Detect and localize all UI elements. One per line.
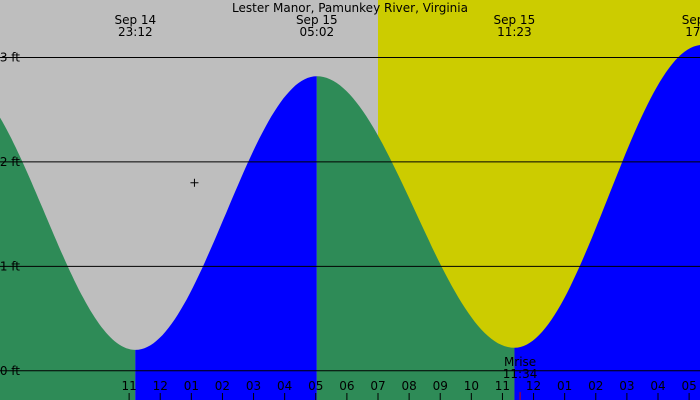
- extreme-date-label: Sep 14: [114, 13, 156, 27]
- x-tick-label: 05: [308, 379, 323, 393]
- extreme-date-label: Sep 15: [296, 13, 338, 27]
- extreme-date-label: Sep 15: [682, 13, 700, 27]
- y-tick-label: 3 ft: [0, 50, 20, 64]
- extreme-date-label: Sep 15: [494, 13, 536, 27]
- x-tick-label: 08: [401, 379, 416, 393]
- x-tick-label: 04: [650, 379, 665, 393]
- extreme-time-label: 17:26: [685, 25, 700, 39]
- rising-tide-area: [135, 76, 317, 400]
- x-tick-label: 11: [121, 379, 136, 393]
- x-tick-label: 01: [184, 379, 199, 393]
- x-tick-label: 12: [526, 379, 541, 393]
- x-tick-label: 09: [433, 379, 448, 393]
- rising-tide-area: [514, 45, 700, 400]
- y-tick-labels: 0 ft 1 ft 2 ft 3 ft: [0, 50, 20, 377]
- falling-tide-area: [316, 76, 515, 400]
- x-tick-label: 06: [339, 379, 354, 393]
- x-tick-label: 02: [215, 379, 230, 393]
- tide-areas: [0, 45, 700, 400]
- chart-title: Lester Manor, Pamunkey River, Virginia: [232, 1, 468, 15]
- x-tick-label: 07: [370, 379, 385, 393]
- y-tick-label: 1 ft: [0, 259, 20, 273]
- current-time-marker: [190, 178, 199, 187]
- falling-tide-area: [0, 117, 136, 400]
- x-tick-label: 05: [681, 379, 696, 393]
- x-tick-label: 02: [588, 379, 603, 393]
- x-tick-label: 10: [464, 379, 479, 393]
- x-tick-label: 12: [153, 379, 168, 393]
- extreme-time-label: 11:23: [497, 25, 532, 39]
- moon-event-time: 11:34: [503, 367, 538, 381]
- extreme-time-label: 23:12: [118, 25, 153, 39]
- gridlines: [0, 56, 700, 372]
- x-ticks: 11 12 01 02 03 04 05 06 07 08 09 10 11 12 01 02 03 04 05: [121, 379, 697, 400]
- x-tick-label: 03: [619, 379, 634, 393]
- x-tick-label: 04: [277, 379, 292, 393]
- y-tick-label: 2 ft: [0, 155, 20, 169]
- moon-event-label: Mrise: [504, 355, 536, 369]
- x-tick-label: 11: [495, 379, 510, 393]
- y-tick-label: 0 ft: [0, 364, 20, 378]
- x-tick-label: 01: [557, 379, 572, 393]
- x-tick-label: 03: [246, 379, 261, 393]
- extreme-time-label: 05:02: [300, 25, 335, 39]
